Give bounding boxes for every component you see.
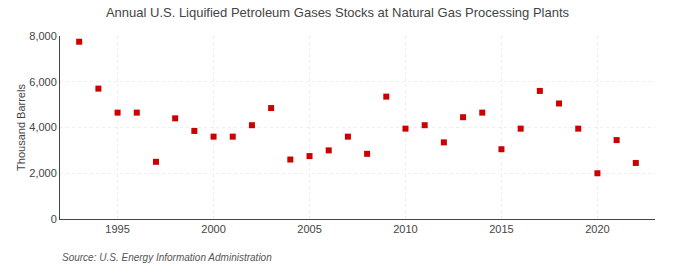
svg-text:2010: 2010 xyxy=(393,223,417,235)
svg-text:Source: U.S. Energy Informatio: Source: U.S. Energy Information Administ… xyxy=(62,252,272,263)
svg-text:0: 0 xyxy=(51,213,57,225)
svg-text:1995: 1995 xyxy=(105,223,129,235)
svg-text:2,000: 2,000 xyxy=(29,167,57,179)
svg-text:6,000: 6,000 xyxy=(29,76,57,88)
svg-text:4,000: 4,000 xyxy=(29,121,57,133)
svg-text:2005: 2005 xyxy=(297,223,321,235)
svg-text:Annual U.S. Liquified Petroleu: Annual U.S. Liquified Petroleum Gases St… xyxy=(106,5,570,20)
svg-text:8,000: 8,000 xyxy=(29,30,57,42)
svg-text:2015: 2015 xyxy=(489,223,513,235)
svg-text:Thousand Barrels: Thousand Barrels xyxy=(15,84,27,171)
svg-text:2020: 2020 xyxy=(585,223,609,235)
svg-text:2000: 2000 xyxy=(201,223,225,235)
